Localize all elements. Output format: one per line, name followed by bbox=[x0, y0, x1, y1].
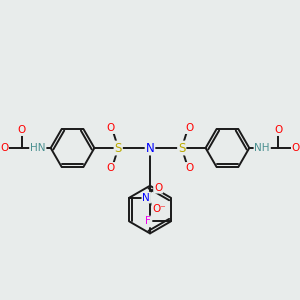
Text: O: O bbox=[106, 123, 114, 133]
Text: S: S bbox=[115, 142, 122, 154]
Text: O: O bbox=[106, 163, 114, 173]
Text: O: O bbox=[186, 163, 194, 173]
Text: HN: HN bbox=[30, 143, 46, 153]
Text: F: F bbox=[145, 217, 151, 226]
Text: NH: NH bbox=[254, 143, 270, 153]
Text: N: N bbox=[142, 193, 150, 203]
Text: N: N bbox=[146, 142, 154, 154]
Text: O: O bbox=[186, 123, 194, 133]
Text: O⁻: O⁻ bbox=[152, 204, 166, 214]
Text: O: O bbox=[274, 125, 282, 135]
Text: O: O bbox=[0, 143, 8, 153]
Text: O: O bbox=[18, 125, 26, 135]
Text: O: O bbox=[154, 183, 162, 193]
Text: S: S bbox=[178, 142, 185, 154]
Text: O: O bbox=[292, 143, 300, 153]
